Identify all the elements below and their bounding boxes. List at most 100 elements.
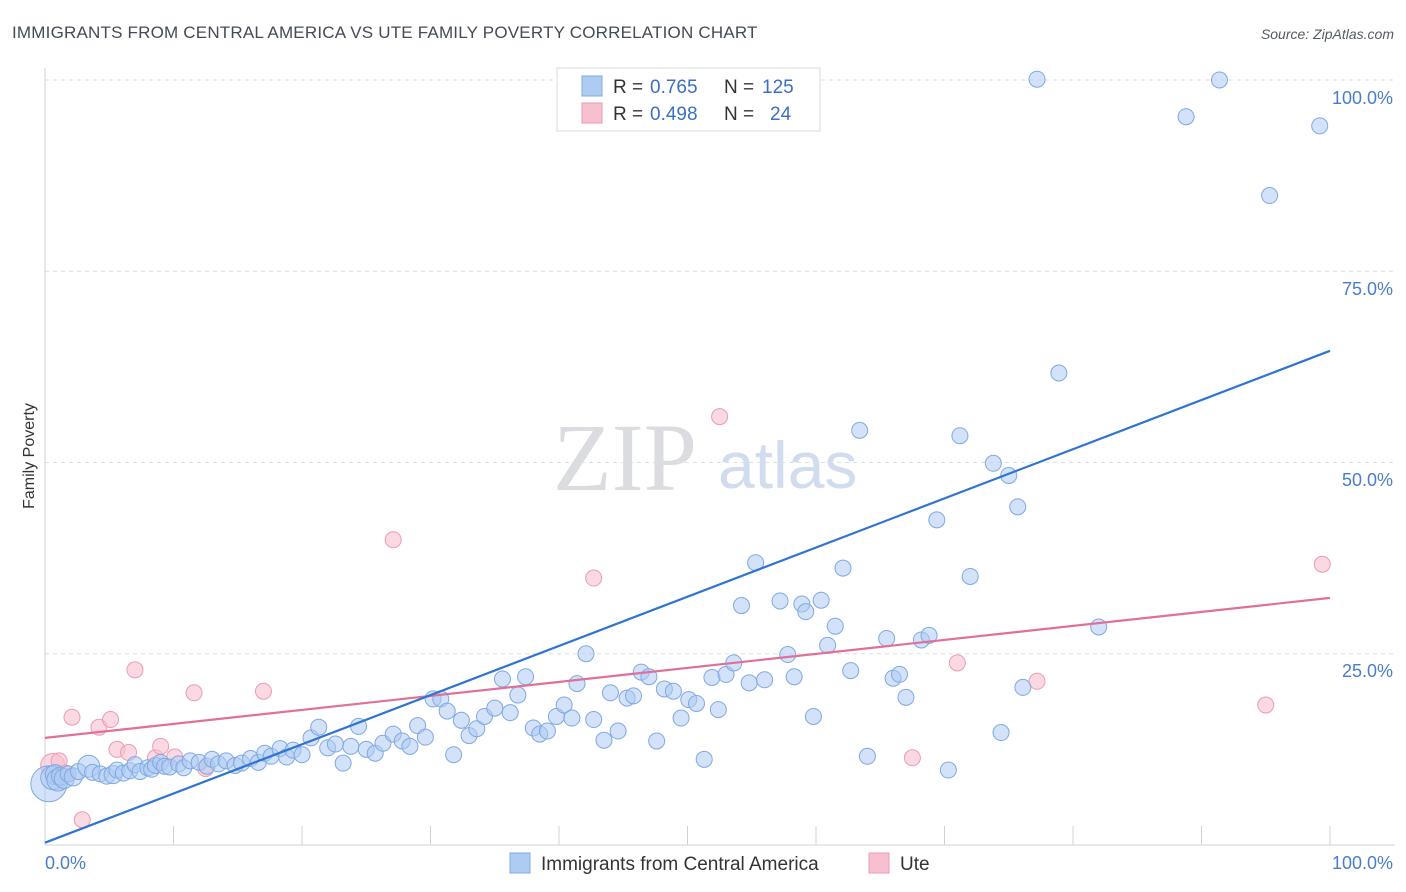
grid <box>45 79 1395 655</box>
central-america-point <box>517 668 535 686</box>
bottom-legend-label-pink: Ute <box>900 854 930 875</box>
central-america-point <box>740 674 758 692</box>
y-tick-label-100: 100.0% <box>1332 88 1393 108</box>
legend-r-label-blue: R = <box>613 77 643 98</box>
ute-point <box>185 684 203 702</box>
ute-trend-line <box>44 596 1331 739</box>
legend-n-label-pink: N = <box>724 104 754 125</box>
central-america-point <box>438 702 456 720</box>
ute-point <box>152 737 170 755</box>
central-america-point <box>1050 364 1068 382</box>
legend-swatch-pink <box>581 102 603 124</box>
legend-swatch-blue <box>581 75 603 97</box>
central-america-point <box>1090 618 1108 636</box>
central-america-point <box>1177 108 1195 126</box>
y-tick-labels: 100.0% 75.0% 50.0% 25.0% <box>1332 88 1393 681</box>
central-america-point <box>897 688 915 706</box>
central-america-point <box>664 682 682 700</box>
central-america-point <box>509 686 527 704</box>
central-america-point <box>501 704 519 722</box>
x-tick-label-100: 100.0% <box>1332 853 1393 873</box>
legend-n-label-blue: N = <box>724 77 754 98</box>
central-america-point <box>703 668 721 686</box>
stats-legend: R = 0.765 N = 125 R = 0.498 N = 24 <box>556 67 821 132</box>
central-america-point <box>834 559 852 577</box>
central-america-point <box>1028 70 1046 88</box>
central-america-point <box>756 671 774 689</box>
ute-point <box>948 654 966 672</box>
y-tick-label-25: 25.0% <box>1342 661 1393 681</box>
ute-point <box>384 531 402 549</box>
x-tick-label-0: 0.0% <box>45 853 86 873</box>
central-america-point <box>951 427 969 445</box>
watermark: ZIP atlas <box>553 404 857 511</box>
bottom-legend-label-blue: Immigrants from Central America <box>541 854 819 875</box>
central-america-point <box>878 629 896 647</box>
central-america-point <box>585 711 603 729</box>
central-america-trend-line <box>44 349 1331 844</box>
legend-n-value-pink: 24 <box>770 104 792 125</box>
y-tick-label-75: 75.0% <box>1342 279 1393 299</box>
legend-r-label-pink: R = <box>613 104 643 125</box>
ute-point <box>1257 696 1275 714</box>
bottom-legend-swatch-pink <box>868 852 890 874</box>
central-america-point <box>842 662 860 680</box>
central-america-point <box>416 728 434 746</box>
central-america-point <box>771 592 789 610</box>
central-america-point <box>326 735 344 753</box>
ute-point <box>711 408 729 426</box>
central-america-point <box>555 696 573 714</box>
central-america-point <box>595 731 613 749</box>
central-america-point <box>609 722 627 740</box>
central-america-point <box>625 687 643 705</box>
x-ticks <box>44 826 1331 845</box>
central-america-point <box>709 701 727 719</box>
central-america-point <box>445 746 463 764</box>
ute-point <box>63 708 81 726</box>
ute-point <box>1028 672 1046 690</box>
central-america-point <box>486 699 504 717</box>
chart-source: Source: ZipAtlas.com <box>1261 26 1394 42</box>
central-america-point <box>984 454 1002 472</box>
central-america-point <box>293 746 311 764</box>
central-america-point <box>797 603 815 621</box>
chart-title: IMMIGRANTS FROM CENTRAL AMERICA VS UTE F… <box>12 23 758 42</box>
central-america-point <box>687 694 705 712</box>
central-america-point <box>961 567 979 585</box>
central-america-point <box>310 718 328 736</box>
central-america-points <box>30 70 1329 803</box>
y-axis-label: Family Poverty <box>21 403 38 509</box>
central-america-point <box>538 722 556 740</box>
central-america-point <box>939 761 957 779</box>
ute-point <box>585 569 603 587</box>
central-america-point <box>1014 678 1032 696</box>
ute-point <box>102 711 120 729</box>
central-america-point <box>468 720 486 738</box>
legend-r-value-blue: 0.765 <box>650 77 698 98</box>
central-america-point <box>401 737 419 755</box>
central-america-point <box>826 617 844 635</box>
central-america-point <box>1311 117 1329 135</box>
central-america-point <box>992 724 1010 742</box>
central-america-point <box>851 421 869 439</box>
ute-point <box>903 749 921 767</box>
central-america-point <box>891 665 909 683</box>
bottom-legend: Immigrants from Central America Ute <box>509 852 930 875</box>
central-america-point <box>452 711 470 729</box>
central-america-point <box>334 754 352 772</box>
legend-r-value-pink: 0.498 <box>650 104 698 125</box>
ute-point <box>1313 555 1331 573</box>
watermark-zip: ZIP <box>553 404 697 511</box>
ute-point <box>254 682 272 700</box>
central-america-point <box>858 747 876 765</box>
central-america-point <box>695 750 713 768</box>
central-america-point <box>779 646 797 664</box>
central-america-point <box>812 591 830 609</box>
central-america-point <box>804 707 822 725</box>
trend-lines <box>44 349 1331 844</box>
legend-n-value-blue: 125 <box>762 77 794 98</box>
central-america-point <box>672 709 690 727</box>
central-america-point <box>563 709 581 727</box>
watermark-atlas: atlas <box>718 428 857 502</box>
